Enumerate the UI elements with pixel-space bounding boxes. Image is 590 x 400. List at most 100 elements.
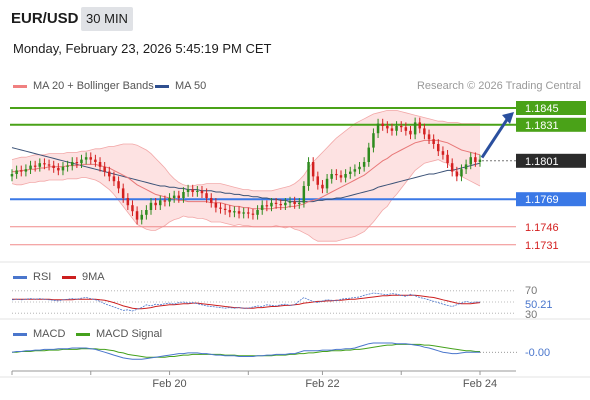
legend-ma20: MA 20 + Bollinger Bands (13, 80, 154, 92)
candle-body-34 (168, 198, 171, 202)
candle-body-67 (321, 184, 324, 189)
level-tag-1.1769 (516, 192, 586, 207)
candle-body-80 (381, 123, 384, 126)
forecast-arrow-shaft (480, 117, 510, 159)
macd-signal-swatch (76, 332, 90, 336)
candle-body-14 (75, 162, 79, 164)
rsi-tick-label-0: 70 (525, 285, 537, 297)
rsi-swatch (13, 275, 27, 279)
candle-body-97 (460, 169, 463, 177)
macd-tick-label: -0.00 (525, 347, 550, 359)
candle-body-7 (43, 163, 46, 165)
candle-body-36 (177, 195, 180, 198)
candle-body-20 (103, 166, 106, 172)
level-tag-1.1845 (516, 101, 586, 115)
candle-body-54 (260, 205, 264, 210)
candle-body-38 (186, 189, 190, 192)
legend-macd: MACD (13, 328, 65, 340)
candle-body-9 (52, 165, 55, 168)
candle-body-40 (196, 190, 199, 192)
legend-ma50: MA 50 (155, 80, 206, 92)
rsi-ma-swatch (62, 275, 76, 279)
candle-body-74 (353, 169, 357, 172)
bollinger-band (12, 110, 480, 242)
candle-body-90 (427, 134, 431, 140)
candle-body-95 (450, 163, 454, 172)
ma50-swatch (155, 84, 169, 88)
candle-body-70 (335, 174, 338, 176)
rsi-tick-label-2: 30 (525, 309, 537, 321)
bollinger-lower-line (11, 159, 481, 242)
candle-body-5 (33, 165, 37, 167)
candle-body-50 (242, 212, 245, 214)
candle-body-69 (330, 174, 333, 179)
legend-macd-label: MACD (33, 328, 66, 340)
chart-header: EUR/USD 30 MIN (0, 0, 590, 36)
candle-body-73 (349, 171, 352, 174)
candle-body-15 (80, 159, 83, 164)
candle-body-45 (219, 207, 222, 209)
candle-body-37 (182, 192, 185, 198)
ma20-swatch (13, 84, 27, 88)
credit-text: Research © 2026 Trading Central (416, 80, 581, 92)
candle-body-41 (200, 190, 204, 194)
macd-swatch (13, 332, 27, 336)
level-label-1.1731: 1.1731 (525, 240, 559, 252)
candle-body-22 (112, 176, 116, 182)
candle-body-1 (15, 170, 18, 174)
forecast-arrow-head (502, 112, 514, 124)
timeframe-button[interactable]: 30 MIN (81, 7, 133, 31)
candle-body-25 (126, 198, 130, 206)
legend-ma20-label: MA 20 + Bollinger Bands (33, 80, 154, 92)
candle-body-29 (145, 210, 148, 215)
candle-body-84 (400, 126, 403, 128)
candle-body-63 (302, 186, 306, 203)
candle-body-12 (66, 165, 69, 167)
candle-body-27 (135, 211, 139, 220)
candle-body-16 (84, 157, 88, 160)
macd-line (11, 342, 480, 360)
candle-body-81 (386, 126, 389, 129)
current-price-label: 1.1801 (525, 156, 559, 168)
candle-body-42 (205, 193, 208, 198)
candle-body-88 (418, 122, 421, 129)
candle-body-46 (223, 208, 227, 210)
current-price-tag (516, 153, 586, 168)
candle-body-49 (237, 211, 241, 214)
candle-body-71 (339, 175, 343, 178)
rsi-line (11, 292, 480, 312)
candle-body-19 (98, 162, 102, 167)
candle-body-64 (307, 162, 310, 186)
candle-body-100 (474, 157, 477, 162)
candle-body-3 (24, 169, 28, 172)
level-label-1.1831: 1.1831 (525, 120, 559, 132)
level-label-1.1769: 1.1769 (525, 194, 559, 206)
candle-body-77 (367, 147, 370, 162)
candle-body-30 (149, 202, 153, 210)
candle-body-31 (154, 202, 157, 206)
candle-body-87 (413, 122, 417, 135)
candle-body-82 (390, 128, 394, 131)
candle-body-59 (284, 202, 287, 206)
symbol-label: EUR/USD (11, 10, 79, 27)
candle-body-99 (469, 157, 472, 165)
candle-body-32 (159, 200, 162, 206)
level-tag-1.1831 (516, 117, 586, 132)
candle-body-39 (191, 189, 194, 192)
legend-rsi-ma-label: 9MA (82, 271, 105, 283)
candle-body-47 (228, 210, 231, 213)
candle-body-72 (344, 174, 347, 178)
candle-body-56 (270, 202, 273, 207)
candle-body-44 (214, 202, 218, 208)
legend-rsi-ma: 9MA (62, 271, 105, 283)
bollinger-upper-line (11, 110, 480, 192)
candle-body-86 (409, 130, 412, 135)
candle-body-8 (47, 164, 51, 166)
candle-body-24 (121, 188, 125, 198)
candle-body-68 (325, 178, 329, 189)
candle-body-61 (293, 201, 296, 204)
candle-body-17 (89, 157, 92, 160)
legend-ma50-label: MA 50 (175, 80, 207, 92)
legend-rsi: RSI (13, 271, 51, 283)
